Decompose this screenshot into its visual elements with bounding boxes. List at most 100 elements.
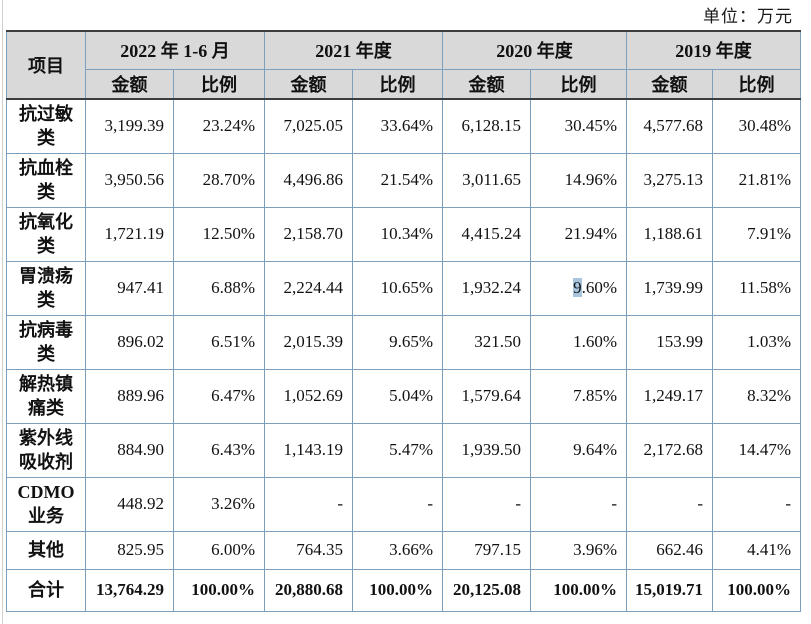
table-cell: 7.85%	[530, 368, 627, 424]
table-cell: 3.96%	[530, 530, 627, 570]
table-cell: 3.26%	[173, 476, 265, 532]
table-cell: 7.91%	[712, 206, 801, 262]
row-label: 解热镇 痛类	[6, 368, 86, 424]
header-amount: 金额	[85, 68, 174, 100]
table-cell: 28.70%	[173, 152, 265, 208]
table-cell: 1,579.64	[442, 368, 531, 424]
row-label: 抗血栓 类	[6, 152, 86, 208]
table-cell: 7,025.05	[264, 98, 353, 154]
table-cell: 2,158.70	[264, 206, 353, 262]
table-cell: 11.58%	[712, 260, 801, 316]
table-cell: 6.43%	[173, 422, 265, 478]
table-row: 抗血栓 类 3,950.56 28.70% 4,496.86 21.54% 3,011.6…	[6, 152, 801, 208]
table-cell: 153.99	[626, 314, 713, 370]
table-cell: 21.54%	[352, 152, 443, 208]
table-cell: 889.96	[85, 368, 174, 424]
table-cell: 1.60%	[530, 314, 627, 370]
table-cell: 6.47%	[173, 368, 265, 424]
header-row-metrics: 金额 比例 金额 比例 金额 比例 金额 比例	[7, 68, 801, 100]
table-cell: 10.65%	[352, 260, 443, 316]
row-label: 紫外线 吸收剂	[6, 422, 86, 478]
table-cell: 2,172.68	[626, 422, 713, 478]
table-cell: 6.00%	[173, 530, 265, 570]
row-label: 抗氧化 类	[6, 206, 86, 262]
table-cell: 9.60%	[530, 260, 627, 316]
table-cell: 9.65%	[352, 314, 443, 370]
table-cell: -	[530, 476, 627, 532]
table-cell: 100.00%	[712, 568, 801, 612]
selected-text: 9	[573, 278, 582, 297]
table-row: CDMO 业务 448.92 3.26% - - - - - -	[6, 476, 801, 532]
table-cell: 321.50	[442, 314, 531, 370]
table-cell: 100.00%	[173, 568, 265, 612]
row-label: 抗过敏 类	[6, 98, 86, 154]
table-cell: 6.51%	[173, 314, 265, 370]
table-cell: 4,496.86	[264, 152, 353, 208]
table-cell: 884.90	[85, 422, 174, 478]
table-cell: 33.64%	[352, 98, 443, 154]
table-cell: 3,199.39	[85, 98, 174, 154]
table-cell: 5.47%	[352, 422, 443, 478]
table-cell: 4,415.24	[442, 206, 531, 262]
header-period-2019: 2019 年度	[626, 30, 801, 70]
table-cell: 8.32%	[712, 368, 801, 424]
row-label: 合计	[6, 568, 86, 612]
table-cell: 9.64%	[530, 422, 627, 478]
table-cell: 100.00%	[530, 568, 627, 612]
table-cell: 448.92	[85, 476, 174, 532]
table-cell: -	[442, 476, 531, 532]
table-cell: 14.96%	[530, 152, 627, 208]
table-cell: 2,015.39	[264, 314, 353, 370]
header-amount: 金额	[442, 68, 531, 100]
table-cell: 1,249.17	[626, 368, 713, 424]
table-cell: 797.15	[442, 530, 531, 570]
page-edge-line	[2, 0, 3, 624]
table-cell: 947.41	[85, 260, 174, 316]
table-header: 项目 2022 年 1-6 月 2021 年度 2020 年度 2019 年度 …	[6, 30, 801, 100]
table-cell: 1,939.50	[442, 422, 531, 478]
table-cell: 12.50%	[173, 206, 265, 262]
table-cell: 30.45%	[530, 98, 627, 154]
table-cell: 3,275.13	[626, 152, 713, 208]
table-row: 解热镇 痛类 889.96 6.47% 1,052.69 5.04% 1,579.64 7.…	[6, 368, 801, 424]
unit-label: 单位：万元	[703, 7, 793, 26]
table-cell: 20,125.08	[442, 568, 531, 612]
table-cell: 5.04%	[352, 368, 443, 424]
table-cell: 6.88%	[173, 260, 265, 316]
header-amount: 金额	[626, 68, 713, 100]
table-cell: 2,224.44	[264, 260, 353, 316]
table-cell: 20,880.68	[264, 568, 353, 612]
table-cell: 1,188.61	[626, 206, 713, 262]
table-cell: 4,577.68	[626, 98, 713, 154]
table-cell: 10.34%	[352, 206, 443, 262]
table-cell: 23.24%	[173, 98, 265, 154]
table-row: 抗过敏 类 3,199.39 23.24% 7,025.05 33.64% 6,128.1…	[6, 98, 801, 154]
table-cell: -	[352, 476, 443, 532]
table-cell: 4.41%	[712, 530, 801, 570]
header-item-column: 项目	[6, 30, 86, 100]
table-cell: 896.02	[85, 314, 174, 370]
table-cell: 14.47%	[712, 422, 801, 478]
table-cell: 662.46	[626, 530, 713, 570]
table-cell: 100.00%	[352, 568, 443, 612]
table-cell: 30.48%	[712, 98, 801, 154]
table-cell: 3,011.65	[442, 152, 531, 208]
header-ratio: 比例	[173, 68, 265, 100]
table-cell: 1.03%	[712, 314, 801, 370]
row-label: 其他	[6, 530, 86, 570]
table-cell: 3,950.56	[85, 152, 174, 208]
table-row: 抗氧化 类 1,721.19 12.50% 2,158.70 10.34% 4,415.2…	[6, 206, 801, 262]
table-cell: 15,019.71	[626, 568, 713, 612]
row-label: 抗病毒 类	[6, 314, 86, 370]
table-cell: -	[626, 476, 713, 532]
table-cell: -	[264, 476, 353, 532]
table-cell: 1,052.69	[264, 368, 353, 424]
table-row: 其他 825.95 6.00% 764.35 3.66% 797.15 3.96% 662.4…	[6, 530, 801, 570]
header-period-2021: 2021 年度	[264, 30, 443, 70]
table-cell: 21.94%	[530, 206, 627, 262]
table-cell: 6,128.15	[442, 98, 531, 154]
row-label: CDMO 业务	[6, 476, 86, 532]
header-ratio: 比例	[712, 68, 801, 100]
row-label: 胃溃疡 类	[6, 260, 86, 316]
